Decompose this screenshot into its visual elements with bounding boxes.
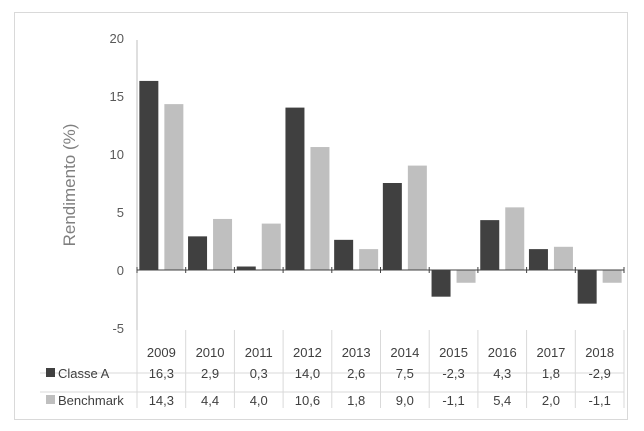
data-table: 2009 2010 2011 2012 2013 2014 2015 2016 2017 2018… — [40, 330, 625, 408]
bars — [139, 80, 622, 304]
legend-swatch-benchmark — [46, 395, 55, 404]
x-tick-label: 2010 — [196, 345, 225, 360]
chart-frame — [14, 12, 628, 420]
bar-classe-a-2011 — [236, 266, 256, 270]
bar-benchmark-2011 — [261, 223, 281, 270]
data-label: 14,3 — [149, 393, 174, 408]
data-label: 4,0 — [250, 393, 268, 408]
bar-benchmark-2017 — [553, 246, 573, 270]
bar-benchmark-2014 — [407, 165, 427, 270]
x-tick-label: 2009 — [147, 345, 176, 360]
data-label: 7,5 — [396, 366, 414, 381]
bar-classe-a-2018 — [577, 270, 597, 304]
data-label: 16,3 — [149, 366, 174, 381]
y-axis-ticks: -5 0 5 10 15 20 — [110, 31, 124, 336]
y-tick-label: -5 — [112, 321, 124, 336]
bar-classe-a-2010 — [188, 236, 208, 270]
bar-classe-a-2013 — [334, 239, 354, 270]
data-label: -2,9 — [588, 366, 610, 381]
x-tick-label: 2011 — [245, 345, 273, 360]
x-tick-label: 2015 — [439, 345, 468, 360]
bar-benchmark-2018 — [602, 270, 622, 283]
bar-classe-a-2014 — [382, 183, 402, 270]
data-label: 2,6 — [347, 366, 365, 381]
data-label: 1,8 — [347, 393, 365, 408]
data-label: 9,0 — [396, 393, 414, 408]
bar-benchmark-2015 — [456, 270, 476, 283]
axis-lines — [136, 40, 625, 336]
data-label: 2,0 — [542, 393, 560, 408]
bar-classe-a-2009 — [139, 80, 159, 270]
x-tick-label: 2017 — [536, 345, 565, 360]
data-label: 4,4 — [201, 393, 219, 408]
y-tick-label: 20 — [110, 31, 124, 46]
x-tick-label: 2014 — [390, 345, 419, 360]
data-label: 5,4 — [493, 393, 511, 408]
bar-classe-a-2016 — [480, 220, 500, 270]
bar-benchmark-2013 — [359, 249, 379, 270]
y-tick-label: 15 — [110, 89, 124, 104]
data-label: 0,3 — [250, 366, 268, 381]
data-label: 14,0 — [295, 366, 320, 381]
bar-classe-a-2015 — [431, 270, 451, 297]
data-label: 10,6 — [295, 393, 320, 408]
y-axis-label: Rendimento (%) — [60, 124, 79, 247]
data-label: -1,1 — [588, 393, 610, 408]
data-label: 1,8 — [542, 366, 560, 381]
legend-label-classe-a: Classe A — [58, 366, 110, 381]
bar-benchmark-2010 — [213, 218, 233, 270]
legend-label-benchmark: Benchmark — [58, 393, 124, 408]
x-tick-label: 2016 — [488, 345, 517, 360]
data-label: 2,9 — [201, 366, 219, 381]
data-label: -2,3 — [442, 366, 464, 381]
bar-benchmark-2016 — [505, 207, 525, 270]
bar-classe-a-2012 — [285, 107, 305, 270]
bar-classe-a-2017 — [528, 249, 548, 270]
legend-swatch-classe-a — [46, 368, 55, 377]
bar-benchmark-2009 — [164, 104, 184, 271]
bar-benchmark-2012 — [310, 147, 330, 270]
data-label: 4,3 — [493, 366, 511, 381]
x-tick-label: 2013 — [342, 345, 371, 360]
x-tick-label: 2018 — [585, 345, 614, 360]
data-label: -1,1 — [442, 393, 464, 408]
y-tick-label: 5 — [117, 205, 124, 220]
y-tick-label: 0 — [117, 263, 124, 278]
y-tick-label: 10 — [110, 147, 124, 162]
x-tick-label: 2012 — [293, 345, 322, 360]
